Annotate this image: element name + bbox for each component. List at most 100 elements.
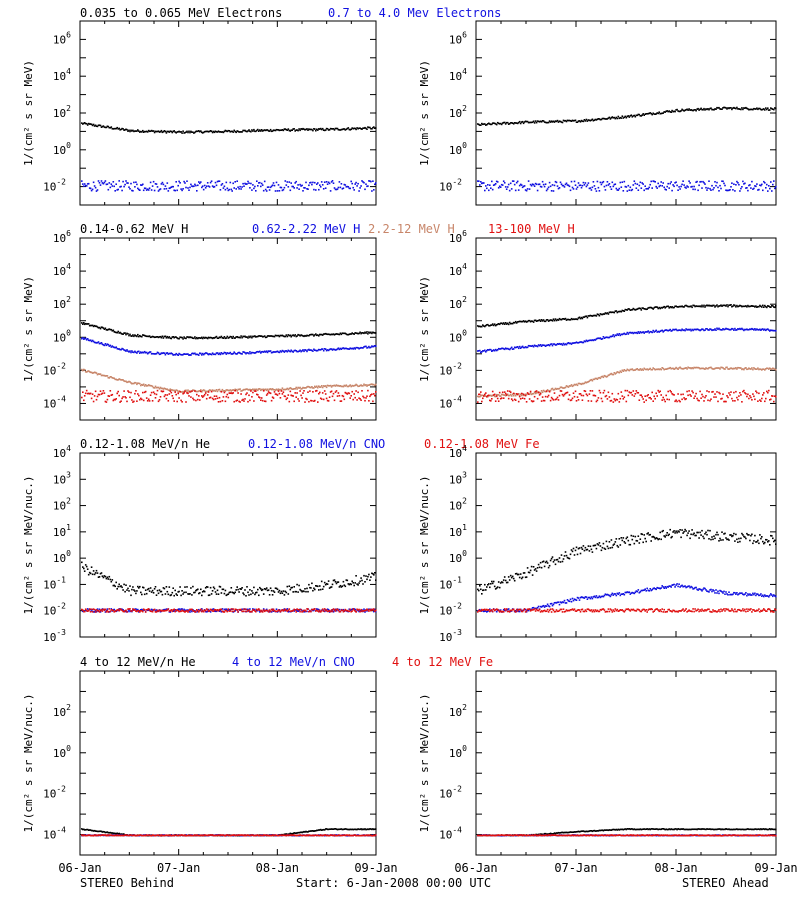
data-point — [189, 391, 191, 393]
data-point — [198, 592, 200, 595]
data-point — [189, 336, 191, 338]
data-point — [256, 591, 258, 594]
data-point — [573, 119, 576, 122]
data-point — [751, 399, 753, 401]
data-point — [528, 188, 531, 190]
data-point — [366, 608, 368, 610]
data-point — [685, 304, 687, 307]
data-point — [540, 390, 543, 392]
data-point — [659, 368, 661, 370]
data-point — [699, 390, 701, 393]
data-point — [209, 389, 212, 392]
data-point — [304, 588, 306, 590]
data-point — [696, 328, 698, 330]
data-point — [283, 186, 286, 189]
data-point — [249, 130, 251, 133]
data-point — [486, 586, 488, 588]
data-point — [242, 592, 244, 594]
data-point — [565, 343, 568, 346]
data-point — [229, 335, 232, 338]
data-point — [180, 391, 182, 393]
data-point — [185, 389, 187, 392]
data-point — [529, 345, 532, 347]
data-point — [98, 393, 101, 396]
data-point — [98, 576, 101, 578]
data-point — [327, 400, 330, 402]
data-point — [698, 399, 700, 402]
data-point — [647, 394, 649, 396]
data-point — [86, 610, 89, 612]
data-point — [675, 399, 677, 401]
data-point — [603, 185, 606, 188]
data-point — [760, 184, 762, 187]
data-point — [562, 318, 565, 320]
data-point — [285, 609, 288, 612]
data-point — [559, 318, 562, 321]
data-point — [206, 394, 209, 396]
data-point — [500, 183, 503, 186]
data-point — [730, 107, 732, 109]
data-point — [670, 367, 672, 370]
data-point — [769, 187, 771, 190]
data-point — [747, 368, 749, 370]
data-point — [549, 121, 552, 123]
data-point — [300, 128, 302, 130]
y-tick-label: 100 — [449, 549, 467, 565]
data-point — [369, 395, 371, 398]
data-point — [302, 335, 304, 337]
data-point — [530, 320, 533, 322]
data-point — [218, 396, 221, 399]
data-point — [583, 549, 586, 552]
data-point — [657, 389, 659, 392]
data-point — [688, 390, 690, 392]
data-point — [325, 127, 328, 130]
data-point — [176, 189, 178, 192]
data-point — [114, 346, 116, 349]
data-point — [521, 397, 524, 399]
data-point — [319, 397, 322, 400]
data-point — [670, 330, 672, 332]
data-point — [159, 609, 162, 612]
data-point — [148, 130, 151, 133]
data-point — [601, 338, 604, 340]
data-point — [165, 608, 168, 610]
data-point — [693, 304, 695, 307]
data-point — [559, 386, 562, 389]
data-point — [298, 128, 300, 130]
data-point — [244, 589, 246, 591]
data-point — [240, 352, 242, 355]
data-point — [271, 351, 274, 354]
data-point — [374, 608, 376, 611]
data-point — [271, 335, 274, 338]
data-point — [362, 384, 364, 387]
data-point — [319, 127, 322, 130]
data-point — [86, 338, 89, 340]
data-point — [481, 400, 483, 403]
data-point — [490, 123, 492, 126]
data-point — [92, 325, 95, 328]
data-point — [174, 589, 176, 592]
data-point — [672, 393, 674, 396]
data-point — [260, 130, 262, 132]
data-point — [160, 183, 163, 185]
data-point — [181, 336, 183, 339]
data-point — [154, 130, 157, 133]
data-point — [93, 125, 96, 127]
data-point — [767, 305, 769, 307]
data-point — [108, 126, 111, 129]
data-point — [201, 132, 204, 134]
data-point — [260, 335, 263, 337]
data-point — [136, 590, 138, 592]
data-point — [124, 332, 126, 334]
data-point — [322, 349, 325, 352]
data-point — [286, 387, 289, 390]
data-point — [140, 184, 142, 186]
data-point — [303, 350, 305, 353]
data-point — [552, 318, 555, 320]
data-point — [153, 189, 156, 192]
data-point — [317, 129, 319, 131]
data-point — [93, 573, 96, 576]
data-point — [615, 398, 618, 401]
data-point — [594, 118, 597, 121]
data-point — [524, 120, 527, 123]
